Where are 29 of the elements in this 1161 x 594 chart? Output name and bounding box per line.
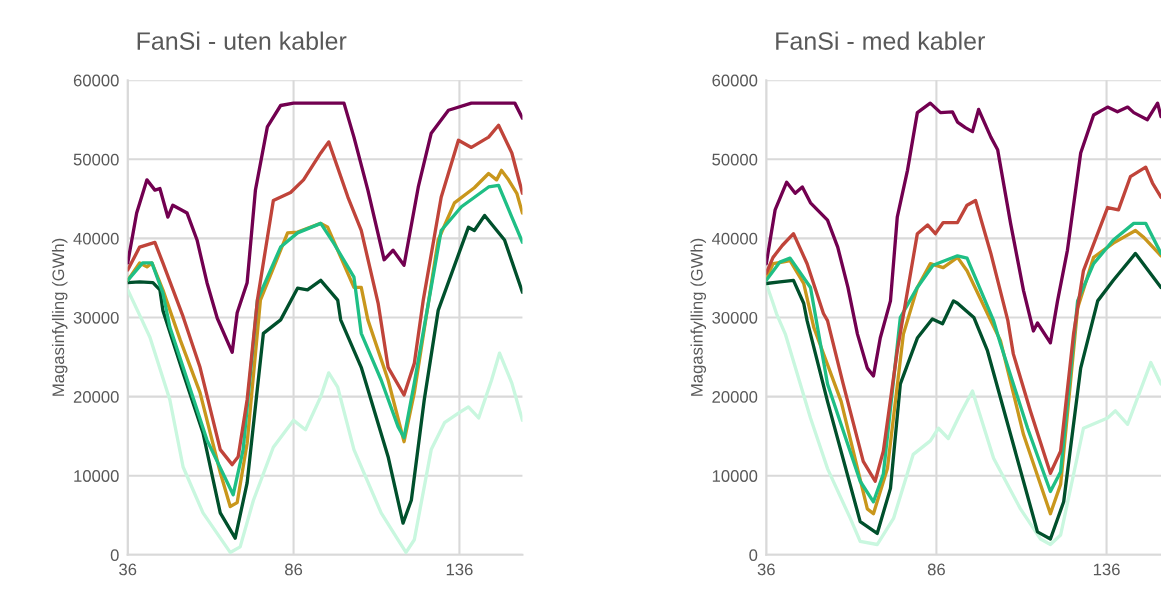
y-tick-label: 60000 <box>712 74 758 87</box>
x-tick-label: 136 <box>1093 563 1120 576</box>
y-tick-label: 30000 <box>712 311 758 324</box>
x-tick-label: 36 <box>119 563 137 576</box>
y-tick-label: 50000 <box>73 153 119 166</box>
y-tick-label: 50000 <box>712 153 758 166</box>
y-tick-label: 20000 <box>712 391 758 403</box>
chart-title: FanSi - med kabler <box>776 31 985 50</box>
y-tick-label: 10000 <box>712 470 758 482</box>
line-series <box>127 123 523 467</box>
y-axis-title: Magasinfylling (GWh) <box>51 238 68 396</box>
chart-title: FanSi - uten kabler <box>137 31 347 50</box>
y-tick-label: 60000 <box>73 74 119 87</box>
line-series <box>766 101 1161 378</box>
y-tick-label: 0 <box>749 549 758 561</box>
y-tick-label: 30000 <box>73 311 119 324</box>
x-tick-label: 86 <box>285 563 303 576</box>
y-tick-label: 20000 <box>73 391 119 403</box>
x-tick-label: 36 <box>757 563 775 576</box>
x-tick-label: 86 <box>927 563 945 576</box>
x-tick-label: 136 <box>446 563 473 576</box>
line-series <box>127 213 523 540</box>
line-series <box>127 101 523 354</box>
y-axis-title: Magasinfylling (GWh) <box>690 238 707 396</box>
y-tick-label: 40000 <box>73 232 119 245</box>
y-tick-label: 40000 <box>711 232 758 245</box>
y-tick-label: 10000 <box>74 470 119 482</box>
line-series <box>766 165 1161 483</box>
y-tick-label: 0 <box>110 549 119 561</box>
